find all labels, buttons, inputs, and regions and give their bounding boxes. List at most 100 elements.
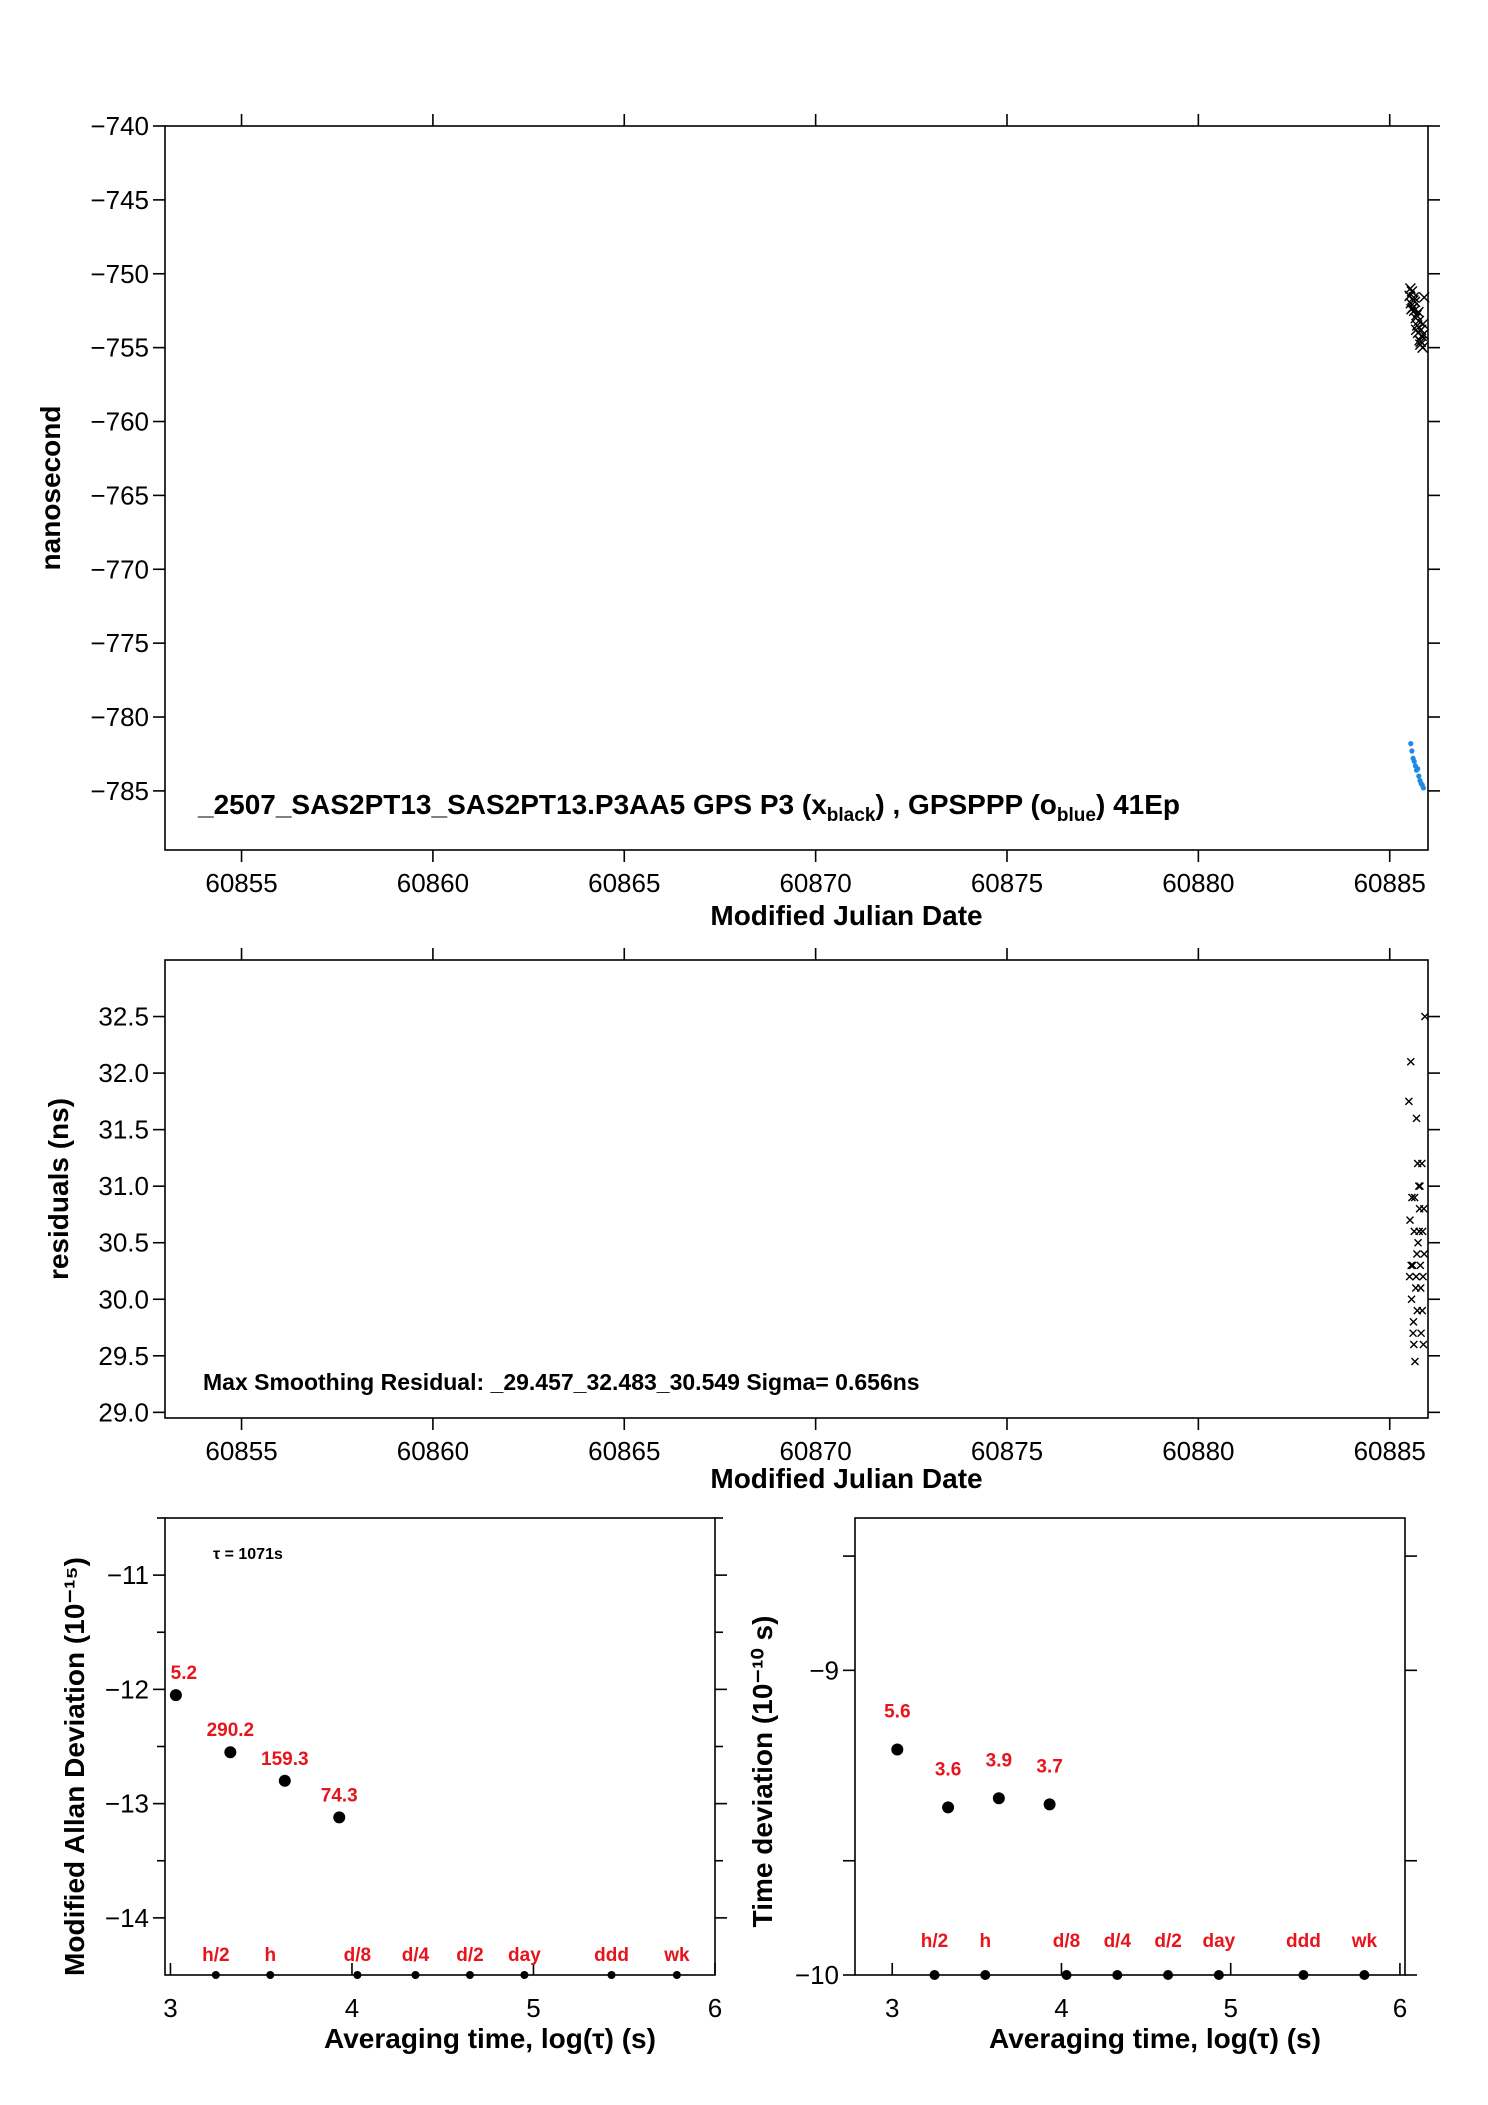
x-tick-label: 60855 <box>205 868 277 898</box>
x-tick-label: 60885 <box>1354 1436 1426 1466</box>
y-tick-label: −780 <box>90 702 149 732</box>
residual-point <box>1404 1097 1413 1106</box>
annotation-mid: ) , GPSPPP (o <box>875 789 1057 820</box>
x-axis-title: Averaging time, log(τ) (s) <box>324 2023 656 2054</box>
tau-marker-label: h <box>980 1931 992 1952</box>
x-tick-label: 6 <box>708 1993 722 2023</box>
x-axis-title: Modified Julian Date <box>710 900 982 931</box>
residual-point <box>1405 1272 1414 1281</box>
residual-point <box>1408 1261 1417 1270</box>
tau-marker-label: ddd <box>1286 1931 1321 1952</box>
x-tick-label: 4 <box>345 1993 359 2023</box>
gpsppp-point <box>1415 766 1421 772</box>
chart-phase-offset: 60855 60860 60865 60870 60875 60880 60885 −740 −… <box>35 111 1440 931</box>
y-tick-label: −755 <box>90 333 149 363</box>
tdev-point-label: 3.6 <box>935 1759 961 1780</box>
residual-point <box>1407 1193 1416 1202</box>
tau-marker-label: h <box>264 1945 276 1966</box>
residual-point <box>1419 1272 1428 1281</box>
tau-marker <box>266 1971 275 1979</box>
tau-marker-label: d/4 <box>1104 1931 1132 1952</box>
tdev-point-label: 3.7 <box>1036 1756 1062 1777</box>
residual-point <box>1416 1261 1425 1270</box>
y-tick-label: −745 <box>90 185 149 215</box>
x-axis-title: Modified Julian Date <box>710 1463 982 1494</box>
x-tick-label: 60855 <box>205 1436 277 1466</box>
y-tick-label: −770 <box>90 554 149 584</box>
y-tick-label: −765 <box>90 480 149 510</box>
y-tick-label: −9 <box>809 1655 839 1685</box>
residual-point <box>1409 1329 1418 1338</box>
y-tick-label: 31.5 <box>98 1115 149 1145</box>
tau-marker <box>1213 1970 1224 1980</box>
gps-p3-point <box>1415 336 1427 348</box>
residual-point <box>1410 1193 1419 1202</box>
mdev-point-label: 290.2 <box>207 1720 255 1741</box>
tau-marker-label: d/2 <box>1154 1931 1181 1952</box>
gps-p3-point <box>1404 283 1416 295</box>
gpsppp-point <box>1411 758 1417 764</box>
mdev-point <box>333 1811 346 1824</box>
annotation-sub-black: black <box>827 805 876 826</box>
residual-point <box>1413 1159 1422 1168</box>
plot-frame <box>164 959 1429 1419</box>
tau-marker <box>353 1971 362 1979</box>
gps-p3-point <box>1417 318 1429 330</box>
residual-point <box>1409 1317 1418 1326</box>
x-tick-label: 60870 <box>779 1436 851 1466</box>
plot-frame <box>854 1517 1406 1976</box>
residual-point <box>1417 1329 1426 1338</box>
y-axis-title: nanosecond <box>35 406 66 571</box>
tau-marker-label: d/8 <box>1053 1931 1080 1952</box>
tdev-point <box>992 1792 1005 1805</box>
residual-point <box>1414 1238 1423 1247</box>
residual-annotation: Max Smoothing Residual: _29.457_32.483_3… <box>203 1369 920 1395</box>
tau-marker-label: h/2 <box>202 1945 229 1966</box>
plot-annotation: _2507_SAS2PT13_SAS2PT13.P3AA5 GPS P3 (xb… <box>197 789 1180 826</box>
residual-point <box>1419 1204 1428 1213</box>
x-tick-label: 60880 <box>1162 868 1234 898</box>
residual-point <box>1420 1012 1429 1021</box>
y-axis-title: residuals (ns) <box>43 1098 74 1280</box>
x-tick-label: 60880 <box>1162 1436 1234 1466</box>
gps-p3-point <box>1412 306 1424 318</box>
residual-point <box>1415 1227 1424 1236</box>
plot-frame <box>164 125 1429 851</box>
y-axis-title: Modified Allan Deviation (10⁻¹⁵) <box>59 1557 90 1976</box>
y-tick-label: 29.5 <box>98 1341 149 1371</box>
tau-marker <box>607 1971 616 1979</box>
tau-marker <box>1061 1970 1072 1980</box>
tau-marker-label: d/8 <box>344 1945 371 1966</box>
gpsppp-point <box>1420 785 1427 791</box>
residual-point <box>1416 1283 1425 1292</box>
y-tick-label: 30.0 <box>98 1284 149 1314</box>
tau-marker <box>465 1971 474 1979</box>
x-tick-label: 5 <box>1223 1993 1237 2023</box>
tdev-point <box>1043 1798 1056 1811</box>
residual-point <box>1414 1182 1423 1191</box>
x-tick-label: 60865 <box>588 1436 660 1466</box>
tau-marker <box>1298 1970 1309 1980</box>
tau-marker <box>980 1970 991 1980</box>
gps-p3-point <box>1417 342 1429 354</box>
plot-frame <box>164 1517 716 1976</box>
y-tick-label: 30.5 <box>98 1228 149 1258</box>
x-tick-label: 60860 <box>397 868 469 898</box>
tau-annotation: τ = 1071s <box>213 1546 283 1563</box>
residual-point <box>1420 1250 1429 1259</box>
residual-point <box>1419 1340 1428 1349</box>
y-tick-label: 29.0 <box>98 1397 149 1427</box>
x-axis-title: Averaging time, log(τ) (s) <box>989 2023 1321 2054</box>
residual-point <box>1412 1272 1421 1281</box>
x-tick-label: 4 <box>1054 1993 1068 2023</box>
x-tick-label: 6 <box>1393 1993 1407 2023</box>
y-tick-label: 31.0 <box>98 1171 149 1201</box>
gps-p3-point <box>1409 296 1421 308</box>
residual-point <box>1409 1340 1418 1349</box>
tau-marker-label: ddd <box>594 1945 629 1966</box>
annotation-prefix: _2507_SAS2PT13_SAS2PT13.P3AA5 GPS P3 (x <box>197 789 827 820</box>
tau-marker-label: d/2 <box>456 1945 483 1966</box>
tau-marker <box>1163 1970 1174 1980</box>
tdev-point-label: 3.9 <box>986 1750 1012 1771</box>
